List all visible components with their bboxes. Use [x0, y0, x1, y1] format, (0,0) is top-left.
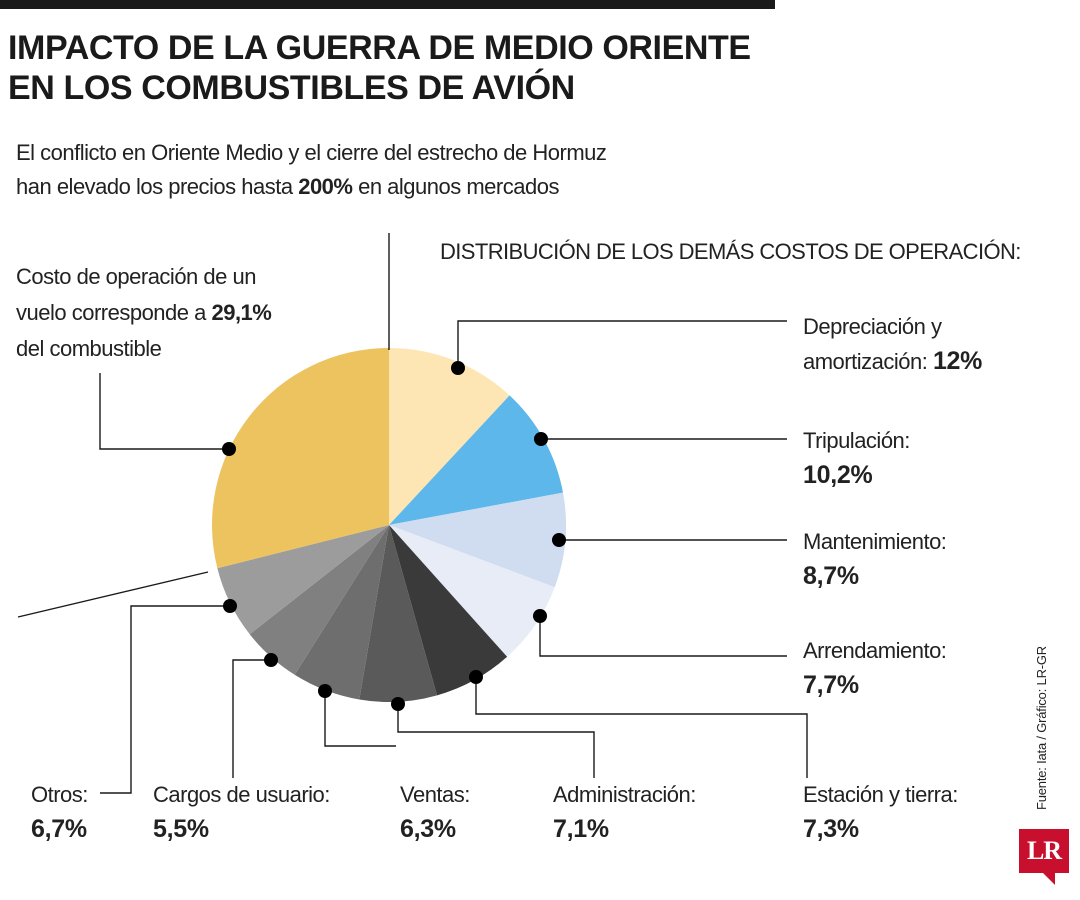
- leader-otros: [100, 605, 230, 794]
- label-cargos-value: 5,5%: [153, 815, 209, 843]
- label-depreciacion-line2: amortización: 12%: [803, 344, 982, 379]
- subtitle-line-2: han elevado los precios hasta 200% en al…: [16, 170, 696, 204]
- leader-lines: [17, 233, 808, 794]
- leader-combustible: [99, 373, 229, 450]
- title-line-2: EN LOS COMBUSTIBLES DE AVIÓN: [8, 69, 575, 107]
- label-administracion-value: 7,1%: [553, 815, 609, 843]
- label-tripulacion-name: Tripulación:: [803, 428, 910, 453]
- marker-otros: [223, 599, 237, 613]
- marker-mantenimiento: [552, 533, 566, 547]
- label-depreciacion-value: 12%: [932, 347, 983, 375]
- label-mantenimiento-value: 8,7%: [803, 562, 859, 590]
- leader-cargos: [232, 659, 271, 778]
- marker-arrendamiento: [533, 609, 547, 623]
- fuel-note-line-1: Costo de operación de un: [16, 264, 256, 289]
- label-ventas-value: 6,3%: [400, 815, 456, 843]
- marker-estacion: [469, 670, 483, 684]
- label-depreciacion-name: Depreciación y: [803, 314, 942, 339]
- pie-slice-ventas: [294, 525, 389, 700]
- chart-subtitle: El conflicto en Oriente Medio y el cierr…: [16, 136, 696, 204]
- label-cargos-name: Cargos de usuario:: [153, 782, 330, 807]
- fuel-note-value: 29,1%: [211, 300, 272, 325]
- pie-slice-combustible: [211, 348, 389, 569]
- label-mantenimiento: Mantenimiento: 8,7%: [803, 525, 947, 593]
- divider-line-left: [17, 571, 209, 618]
- label-administracion-name: Administración:: [553, 782, 696, 807]
- marker-depreciacion: [451, 361, 465, 375]
- fuel-note-text: vuelo corresponde a: [16, 300, 212, 325]
- subtitle-text: han elevado los precios hasta: [16, 174, 299, 199]
- subtitle-text-end: en algunos mercados: [352, 174, 559, 199]
- source-credit: Fuente: Iata / Gráfico: LR-GR: [1034, 646, 1049, 810]
- marker-cargos: [264, 653, 278, 667]
- marker-administracion: [391, 697, 405, 711]
- pie-slice-cargos-de-usuario: [249, 525, 389, 675]
- label-arrendamiento: Arrendamiento: 7,7%: [803, 634, 947, 702]
- label-estacion-value: 7,3%: [803, 815, 859, 843]
- leader-depreciacion: [457, 320, 787, 368]
- leader-administracion: [397, 704, 595, 778]
- label-ventas-name: Ventas:: [400, 782, 470, 807]
- rest-heading: DISTRIBUCIÓN DE LOS DEMÁS COSTOS DE OPER…: [440, 239, 1021, 264]
- pie-slices: [211, 348, 566, 703]
- pie-slice-otros: [217, 525, 389, 635]
- top-rule: [0, 0, 775, 9]
- leader-estacion: [475, 677, 808, 778]
- marker-tripulacion: [534, 432, 548, 446]
- label-tripulacion: Tripulación: 10,2%: [803, 424, 910, 492]
- label-arrendamiento-name: Arrendamiento:: [803, 638, 947, 663]
- label-mantenimiento-name: Mantenimiento:: [803, 529, 947, 554]
- title-line-1: IMPACTO DE LA GUERRA DE MEDIO ORIENTE: [8, 29, 751, 67]
- label-depreciacion-name-2: amortización:: [803, 349, 933, 374]
- label-otros-name: Otros:: [31, 782, 88, 807]
- label-arrendamiento-value: 7,7%: [803, 671, 859, 699]
- chart-title: IMPACTO DE LA GUERRA DE MEDIO ORIENTE EN…: [8, 28, 798, 108]
- label-depreciacion: Depreciación y amortización: 12%: [803, 310, 982, 379]
- fuel-note-line-2: vuelo corresponde a 29,1%: [16, 295, 346, 331]
- label-otros-value: 6,7%: [31, 815, 87, 843]
- subtitle-line-1: El conflicto en Oriente Medio y el cierr…: [16, 140, 607, 165]
- label-administracion: Administración: 7,1%: [553, 778, 696, 846]
- pie-slice-estacion-y-tierra: [389, 525, 508, 696]
- label-estacion: Estación y tierra: 7,3%: [803, 778, 958, 846]
- lr-logo-tail: [1043, 873, 1055, 885]
- pie-slice-arrendamiento: [389, 525, 555, 657]
- fuel-note: Costo de operación de un vuelo correspon…: [16, 259, 346, 367]
- subtitle-highlight: 200%: [298, 174, 353, 199]
- marker-combustible: [222, 442, 236, 456]
- leader-arrendamiento: [539, 616, 787, 657]
- label-otros: Otros: 6,7%: [31, 778, 88, 846]
- pie-slice-mantenimiento: [389, 492, 566, 588]
- label-ventas: Ventas: 6,3%: [400, 778, 470, 846]
- leader-ventas: [324, 691, 396, 747]
- lr-logo: LR: [1019, 829, 1069, 873]
- label-cargos: Cargos de usuario: 5,5%: [153, 778, 330, 846]
- marker-ventas: [318, 684, 332, 698]
- pie-slice-depreciacion-y-amortizacion: [389, 348, 510, 525]
- fuel-note-line-3: del combustible: [16, 336, 162, 361]
- label-tripulacion-value: 10,2%: [803, 461, 873, 489]
- pie-slice-tripulacion: [389, 395, 563, 525]
- pie-slice-administracion: [359, 525, 438, 703]
- label-estacion-name: Estación y tierra:: [803, 782, 958, 807]
